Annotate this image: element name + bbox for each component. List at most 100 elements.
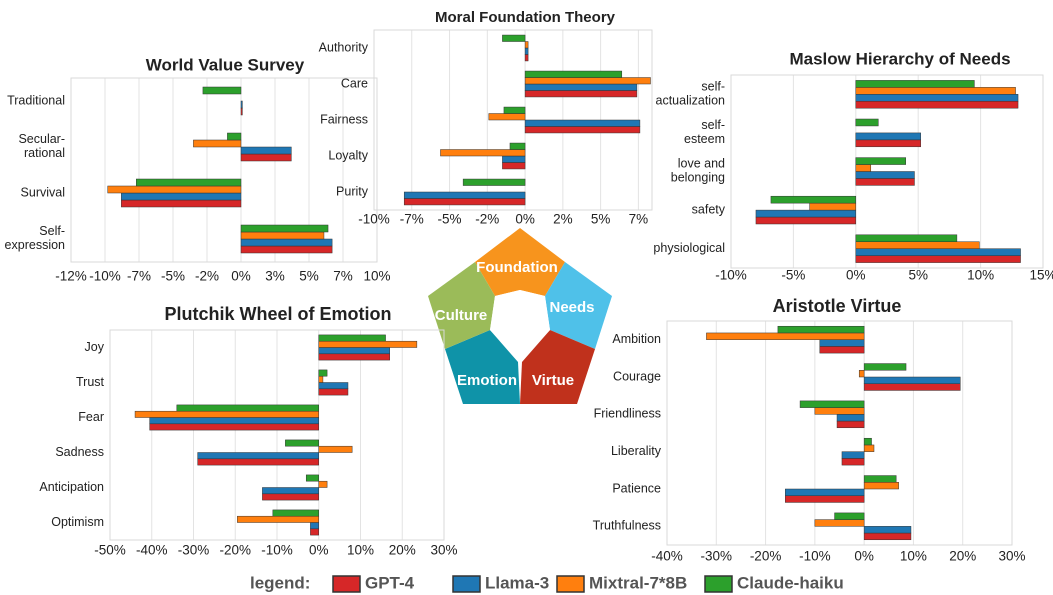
segment-emotion [445, 330, 520, 404]
legend-entry: Claude-haiku [737, 573, 844, 592]
bar [503, 106, 526, 114]
center [490, 290, 550, 362]
bar [858, 370, 865, 378]
bar [770, 195, 857, 204]
bar [197, 452, 319, 460]
bar [834, 512, 865, 520]
bar [134, 410, 319, 418]
x-tick-label: 20% [389, 543, 416, 558]
category-label: Trust [76, 375, 105, 389]
bar [240, 100, 243, 109]
bar [863, 444, 875, 452]
category-label: safety [692, 202, 726, 216]
bar [819, 346, 865, 354]
bar [855, 248, 1021, 256]
plot-frame [730, 74, 1044, 269]
category-label: Self-expression [5, 224, 65, 252]
x-tick-label: 5% [299, 269, 319, 284]
bar [403, 191, 526, 199]
bar [855, 80, 975, 88]
bar [272, 509, 320, 517]
node-label: Virtue [532, 372, 574, 389]
category-label: Ambition [612, 332, 661, 346]
bar [855, 157, 906, 165]
bar [785, 495, 865, 503]
bar [305, 474, 320, 482]
x-tick-label: -2% [475, 212, 499, 227]
bar [814, 407, 865, 415]
bar [318, 480, 328, 488]
bar [855, 164, 872, 172]
bar [262, 493, 320, 501]
bar [318, 369, 328, 377]
bar [855, 100, 1019, 109]
bar [524, 90, 638, 98]
category-label: Purity [336, 184, 369, 198]
bar [197, 458, 319, 466]
x-tick-label: 10% [900, 549, 927, 564]
chart-title: Aristotle Virtue [773, 296, 902, 316]
bar [502, 155, 526, 163]
x-tick-label: -10% [799, 549, 831, 564]
node-label: Needs [549, 299, 594, 316]
category-label-line: Self- [39, 224, 65, 238]
bar [524, 83, 638, 91]
bar [240, 107, 243, 116]
bar [121, 192, 242, 201]
bar [440, 149, 526, 157]
bar [462, 178, 526, 186]
chart-panel: Plutchik Wheel of Emotion -50% -40% -30% -20… [39, 304, 457, 558]
bar [193, 139, 242, 148]
category-label: Authority [319, 40, 369, 54]
bar [240, 245, 333, 254]
category-label-line: love and [678, 157, 725, 171]
category-label-line: Secular- [18, 132, 65, 146]
x-tick-label: -5% [781, 268, 805, 283]
category-label: Anticipation [39, 480, 104, 494]
bar [318, 445, 353, 453]
x-tick-label: 3% [265, 269, 285, 284]
category-label-line: expression [5, 238, 65, 252]
x-tick-label: -40% [136, 543, 168, 558]
bar [524, 119, 641, 127]
bar [502, 162, 526, 170]
bar [836, 414, 865, 422]
legend-entry: Mixtral-7*8B [589, 573, 687, 592]
segment-virtue [520, 330, 595, 404]
category-label: Secular-rational [18, 132, 65, 160]
bar [318, 353, 390, 361]
bar [841, 458, 865, 466]
x-tick-label: -20% [219, 543, 251, 558]
legend-swatch [452, 575, 481, 593]
bar [227, 132, 242, 141]
chart-title: Moral Foundation Theory [435, 9, 616, 26]
legend-label: legend: [250, 573, 310, 592]
x-tick-label: 0% [515, 212, 535, 227]
bar [318, 382, 349, 390]
x-tick-label: -30% [178, 543, 210, 558]
bar [785, 488, 865, 496]
x-tick-label: -40% [651, 549, 683, 564]
x-tick-label: 20% [949, 549, 976, 564]
bar [863, 475, 897, 483]
bar [855, 171, 915, 179]
bar [863, 482, 899, 490]
plot-frame [373, 29, 653, 211]
category-label: Truthfulness [593, 519, 661, 533]
x-tick-label: -10% [715, 268, 747, 283]
node-label: Emotion [457, 372, 517, 389]
legend-swatch [704, 575, 733, 593]
category-label: Traditional [7, 93, 65, 107]
x-tick-label: 7% [629, 212, 649, 227]
segment-foundation [475, 228, 565, 296]
x-tick-label: 5% [591, 212, 611, 227]
bar [318, 388, 349, 396]
x-tick-label: -12% [55, 269, 87, 284]
bar [863, 532, 912, 541]
category-label: Optimism [51, 515, 104, 529]
bar [318, 334, 386, 342]
category-label: Courage [613, 369, 661, 383]
bar [855, 87, 1016, 95]
category-label-line: belonging [671, 171, 725, 185]
bar [855, 241, 980, 249]
